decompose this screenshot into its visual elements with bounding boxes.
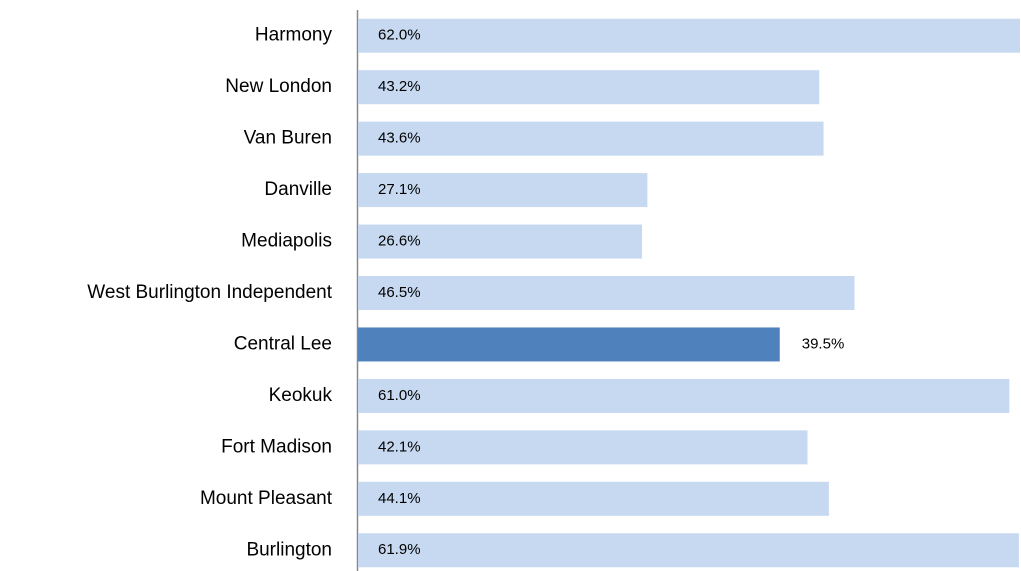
data-label: 62.0% (378, 27, 421, 44)
data-label: 26.6% (378, 233, 421, 250)
y-tick-label: Harmony (255, 25, 333, 46)
y-tick-label: Danville (264, 179, 332, 200)
y-tick-label: Central Lee (234, 333, 332, 354)
y-tick-label: Van Buren (244, 128, 332, 149)
bar (358, 533, 1019, 568)
bar (358, 173, 648, 208)
data-label: 46.5% (378, 284, 421, 301)
data-label: 44.1% (378, 490, 421, 507)
data-label: 61.0% (378, 387, 421, 404)
y-tick-label: Fort Madison (221, 436, 332, 457)
bar (358, 276, 855, 310)
y-tick-label: Mount Pleasant (200, 488, 333, 509)
data-label: 27.1% (378, 181, 421, 198)
bar (358, 70, 820, 105)
bar (358, 481, 829, 516)
data-label: 43.2% (378, 78, 421, 95)
y-tick-label: Keokuk (269, 385, 333, 406)
y-tick-label: Burlington (246, 539, 332, 560)
bar (358, 18, 1020, 53)
data-label: 39.5% (802, 335, 845, 352)
y-tick-label: West Burlington Independent (87, 282, 332, 303)
y-tick-label: New London (225, 76, 332, 97)
bar (358, 327, 780, 362)
data-label: 61.9% (378, 541, 421, 558)
y-tick-label: Mediapolis (241, 231, 332, 252)
data-label: 42.1% (378, 438, 421, 455)
bar (358, 430, 808, 465)
bar (358, 224, 643, 259)
data-label: 43.6% (378, 130, 421, 147)
bar (358, 378, 1010, 413)
bar (358, 121, 824, 156)
